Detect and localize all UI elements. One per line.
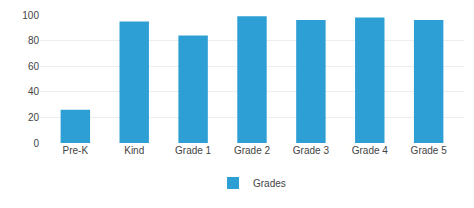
svg-text:Kind: Kind: [124, 145, 144, 156]
svg-text:Grades: Grades: [253, 178, 286, 189]
svg-text:40: 40: [28, 86, 40, 97]
svg-text:60: 60: [28, 61, 40, 72]
svg-text:100: 100: [22, 10, 39, 21]
svg-text:Grade 5: Grade 5: [411, 145, 448, 156]
svg-text:Grade 3: Grade 3: [293, 145, 330, 156]
svg-text:Grade 2: Grade 2: [234, 145, 271, 156]
svg-text:Pre-K: Pre-K: [63, 145, 89, 156]
svg-text:Grade 1: Grade 1: [175, 145, 212, 156]
svg-text:Grade 4: Grade 4: [352, 145, 389, 156]
svg-text:20: 20: [28, 112, 40, 123]
svg-text:0: 0: [33, 138, 39, 149]
svg-text:80: 80: [28, 35, 40, 46]
